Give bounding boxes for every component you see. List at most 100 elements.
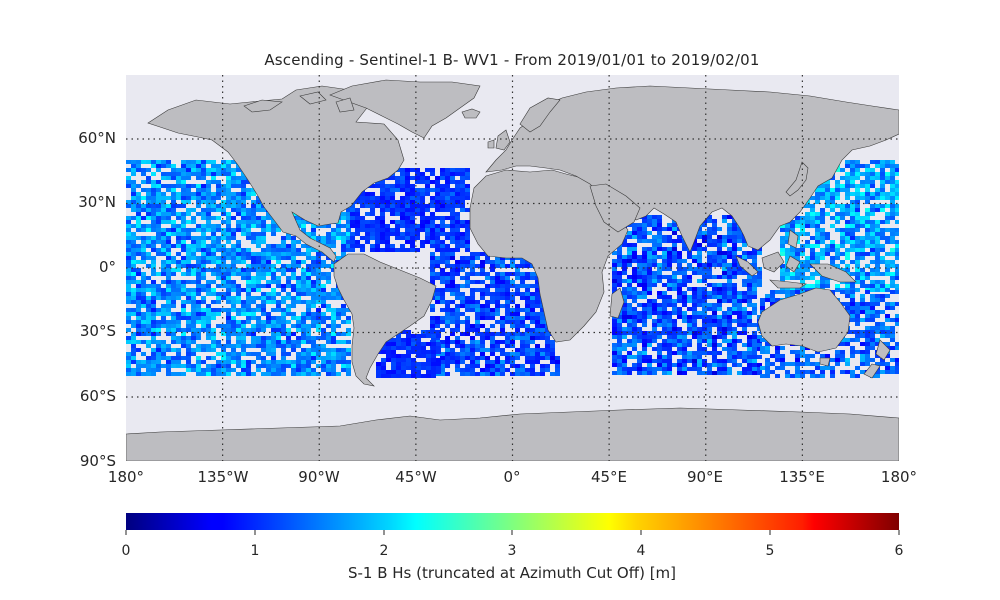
hs-cell bbox=[171, 316, 176, 320]
hs-cell bbox=[431, 330, 436, 334]
hs-cell bbox=[151, 208, 156, 212]
hs-cell bbox=[752, 323, 757, 327]
hs-cell bbox=[855, 374, 860, 378]
hs-cell bbox=[545, 328, 550, 332]
hs-cell bbox=[550, 348, 555, 352]
hs-cell bbox=[662, 283, 667, 287]
hs-cell bbox=[820, 248, 825, 252]
hs-cell bbox=[166, 308, 171, 312]
hs-cell bbox=[622, 359, 627, 363]
hs-cell bbox=[835, 168, 840, 172]
hs-cell bbox=[241, 204, 246, 208]
hs-cell bbox=[131, 324, 136, 328]
hs-cell bbox=[395, 228, 400, 232]
hs-cell bbox=[246, 316, 251, 320]
hs-cell bbox=[692, 247, 697, 251]
hs-cell bbox=[445, 256, 450, 260]
hs-cell bbox=[845, 294, 850, 298]
hs-cell bbox=[316, 268, 321, 272]
hs-cell bbox=[346, 372, 351, 376]
hs-cell bbox=[845, 196, 850, 200]
hs-cell bbox=[231, 360, 236, 364]
hs-cell bbox=[737, 323, 742, 327]
hs-cell bbox=[406, 374, 411, 378]
hs-cell bbox=[820, 184, 825, 188]
hs-cell bbox=[386, 350, 391, 354]
hs-cell bbox=[722, 239, 727, 243]
hs-cell bbox=[495, 348, 500, 352]
hs-cell bbox=[687, 295, 692, 299]
hs-cell bbox=[737, 371, 742, 375]
hs-cell bbox=[236, 176, 241, 180]
hs-cell bbox=[642, 231, 647, 235]
hs-cell bbox=[191, 236, 196, 240]
hs-cell bbox=[712, 319, 717, 323]
hs-cell bbox=[480, 372, 485, 376]
hs-cell bbox=[266, 216, 271, 220]
hs-cell bbox=[637, 331, 642, 335]
hs-cell bbox=[131, 372, 136, 376]
hs-cell bbox=[732, 355, 737, 359]
hs-cell bbox=[341, 320, 346, 324]
hs-cell bbox=[226, 332, 231, 336]
hs-cell bbox=[612, 335, 617, 339]
hs-cell bbox=[657, 235, 662, 239]
hs-cell bbox=[505, 368, 510, 372]
hs-cell bbox=[231, 192, 236, 196]
hs-cell bbox=[336, 312, 341, 316]
hs-cell bbox=[271, 220, 276, 224]
hs-cell bbox=[702, 275, 707, 279]
hs-cell bbox=[810, 370, 815, 374]
hs-cell bbox=[216, 284, 221, 288]
hs-cell bbox=[221, 264, 226, 268]
hs-cell bbox=[870, 160, 875, 164]
hs-cell bbox=[370, 220, 375, 224]
hs-cell bbox=[662, 263, 667, 267]
hs-cell bbox=[722, 283, 727, 287]
hs-cell bbox=[131, 224, 136, 228]
hs-cell bbox=[181, 172, 186, 176]
hs-cell bbox=[256, 308, 261, 312]
hs-cell bbox=[151, 372, 156, 376]
hs-cell bbox=[790, 276, 795, 280]
hs-cell bbox=[196, 348, 201, 352]
hs-cell bbox=[226, 328, 231, 332]
hs-cell bbox=[460, 276, 465, 280]
hs-cell bbox=[186, 208, 191, 212]
hs-cell bbox=[286, 296, 291, 300]
hs-cell bbox=[261, 328, 266, 332]
hs-cell bbox=[445, 252, 450, 256]
hs-cell bbox=[226, 360, 231, 364]
hs-cell bbox=[211, 328, 216, 332]
hs-cell bbox=[642, 275, 647, 279]
hs-cell bbox=[855, 322, 860, 326]
hs-cell bbox=[171, 280, 176, 284]
hs-cell bbox=[722, 319, 727, 323]
hs-cell bbox=[136, 316, 141, 320]
hs-cell bbox=[350, 240, 355, 244]
hs-cell bbox=[166, 164, 171, 168]
hs-cell bbox=[642, 315, 647, 319]
hs-cell bbox=[191, 320, 196, 324]
hs-cell bbox=[885, 220, 890, 224]
hs-cell bbox=[211, 300, 216, 304]
hs-cell bbox=[426, 366, 431, 370]
hs-cell bbox=[406, 330, 411, 334]
hs-cell bbox=[460, 368, 465, 372]
hs-cell bbox=[395, 248, 400, 252]
hs-cell bbox=[221, 348, 226, 352]
hs-cell bbox=[460, 372, 465, 376]
lon-tick-label: 90°E bbox=[687, 468, 723, 486]
hs-cell bbox=[306, 248, 311, 252]
hs-cell bbox=[682, 283, 687, 287]
hs-cell bbox=[742, 291, 747, 295]
hs-cell bbox=[617, 279, 622, 283]
hs-cell bbox=[436, 370, 441, 374]
hs-cell bbox=[181, 212, 186, 216]
hs-cell bbox=[627, 311, 632, 315]
hs-cell bbox=[440, 220, 445, 224]
hs-cell bbox=[697, 367, 702, 371]
hs-cell bbox=[825, 280, 830, 284]
hs-cell bbox=[450, 292, 455, 296]
hs-cell bbox=[632, 223, 637, 227]
